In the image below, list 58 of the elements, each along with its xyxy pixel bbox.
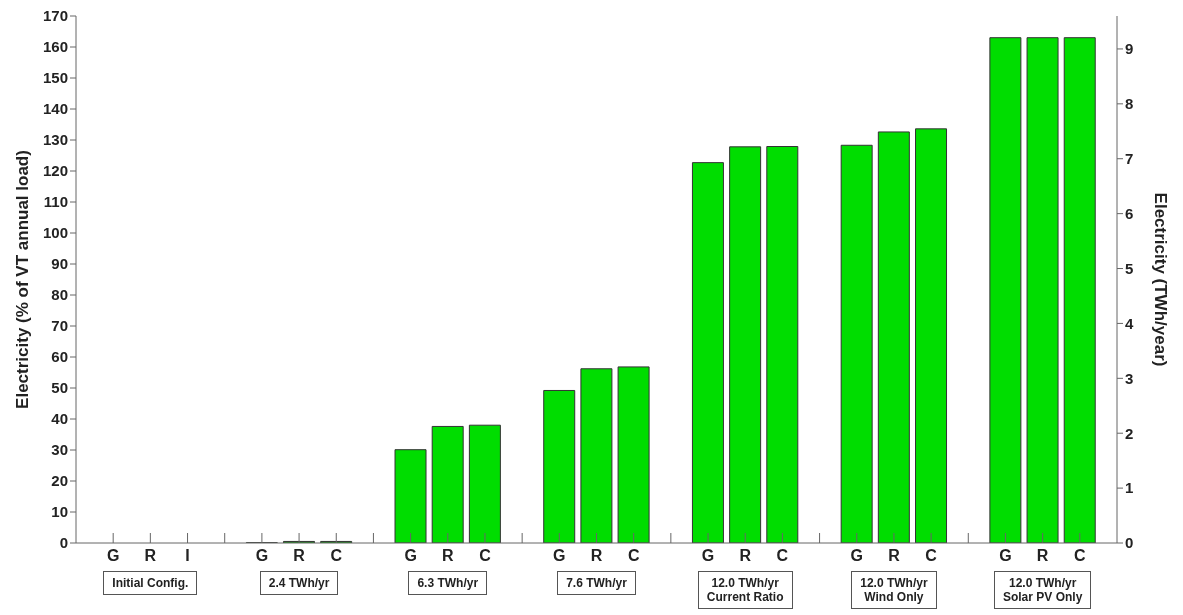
y2-tick-label: 4 xyxy=(1125,314,1134,332)
y-tick-label: 70 xyxy=(51,317,68,335)
x-tick-label: R xyxy=(739,547,752,564)
y-tick-label: 20 xyxy=(51,472,68,490)
y-axis-title: Electricity (% of VT annual load) xyxy=(13,150,33,409)
x-tick-label: G xyxy=(999,547,1012,564)
y2-tick-label: 8 xyxy=(1125,95,1134,113)
y-tick-label: 40 xyxy=(51,410,68,428)
y2-tick-label: 9 xyxy=(1125,40,1134,58)
y2-tick-label: 0 xyxy=(1125,534,1134,552)
text: 12.0 TWh/yr Wind Only xyxy=(851,571,937,609)
x-tick-label: G xyxy=(255,547,269,564)
y2-tick-label: 3 xyxy=(1125,369,1134,387)
x-tick-label: R xyxy=(144,547,157,564)
y-tick-label: 100 xyxy=(42,224,68,242)
text: 12.0 TWh/yr Current Ratio xyxy=(697,571,793,609)
y-tick-label: 150 xyxy=(42,69,68,87)
y2-axis-title: Electricity (TWh/year) xyxy=(1150,192,1170,367)
y-tick-label: 0 xyxy=(59,534,68,552)
x-tick-label: G xyxy=(850,547,863,564)
y-tick-label: 170 xyxy=(42,7,68,25)
y-tick-label: 140 xyxy=(42,100,68,118)
y-tick-label: 130 xyxy=(42,131,68,149)
text: 7.6 TWh/yr xyxy=(557,571,636,595)
y2-tick-label: 1 xyxy=(1125,479,1134,497)
x-tick-label: I xyxy=(185,547,190,564)
x-tick-label: G xyxy=(106,547,120,564)
x-tick-label: C xyxy=(776,547,789,564)
y-tick-label: 120 xyxy=(42,162,68,180)
x-tick-label: R xyxy=(590,547,603,564)
x-tick-label: G xyxy=(701,547,715,564)
y-tick-label: 160 xyxy=(42,38,68,56)
y-tick-label: 90 xyxy=(51,255,68,273)
x-tick-label: R xyxy=(293,547,306,564)
y-tick-label: 10 xyxy=(51,503,68,521)
x-tick-label: R xyxy=(888,547,901,564)
y-tick-label: 30 xyxy=(51,441,68,459)
x-tick-label: C xyxy=(925,547,938,564)
y-tick-label: 80 xyxy=(51,286,68,304)
y-tick-label: 50 xyxy=(51,379,68,397)
y-tick-label: 60 xyxy=(51,348,68,366)
text: 2.4 TWh/yr xyxy=(259,571,339,595)
y-tick-label: 110 xyxy=(43,193,68,211)
x-tick-label: G xyxy=(404,547,417,564)
x-tick-label: C xyxy=(330,547,343,564)
text: 12.0 TWh/yr Solar PV Only xyxy=(993,571,1092,609)
x-tick-label: C xyxy=(627,547,640,564)
text: Initial Config. xyxy=(103,571,198,595)
x-tick-label: G xyxy=(553,547,566,564)
x-tick-label: C xyxy=(479,547,492,564)
y2-tick-label: 5 xyxy=(1125,259,1134,277)
text: 6.3 TWh/yr xyxy=(408,571,488,595)
x-tick-label: R xyxy=(1036,547,1049,564)
x-tick-label: C xyxy=(1074,547,1087,564)
y2-tick-label: 7 xyxy=(1125,150,1134,168)
y2-tick-label: 6 xyxy=(1125,204,1134,222)
x-tick-label: R xyxy=(442,547,454,564)
y2-tick-label: 2 xyxy=(1125,424,1134,442)
